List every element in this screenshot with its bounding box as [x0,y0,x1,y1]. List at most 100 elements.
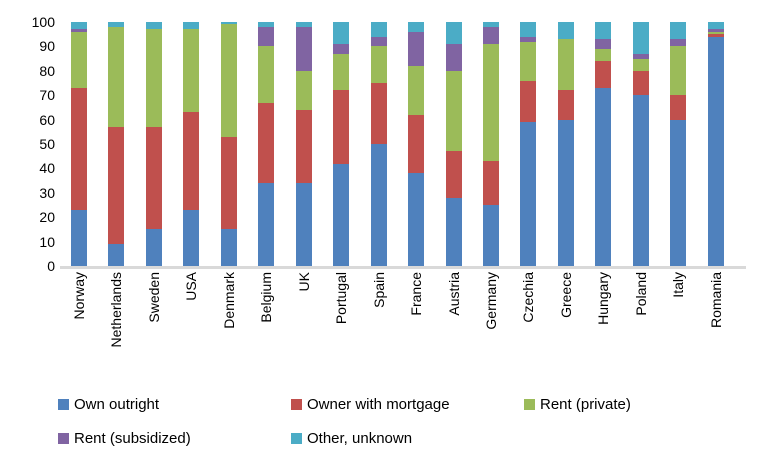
bar-segment-rent-subsidized-czechia [520,36,537,42]
y-tick-label: 70 [39,87,55,104]
legend-marker-rent-subsidized [58,433,69,444]
bar-segment-rent-private-usa [183,29,200,113]
legend-label: Rent (subsidized) [74,430,191,447]
bar-segment-own-outright-france [408,173,425,266]
x-label-spain: Spain [370,272,387,308]
bar-segment-owner-with-mortgage-usa [183,112,200,210]
x-label-denmark: Denmark [220,272,237,329]
bar-segment-rent-subsidized-france [408,31,425,66]
legend-label: Own outright [74,396,160,413]
bar-segment-rent-private-greece [557,39,574,91]
bar-segment-other-unknown-netherlands [108,22,125,27]
legend-item-owner-with-mortgage: Owner with mortgage [291,396,524,417]
bar-segment-owner-with-mortgage-romania [707,34,724,37]
y-tick-label: 40 [39,160,55,177]
x-label-sweden: Sweden [145,272,162,323]
y-tick-label: 20 [39,209,55,226]
legend-item-own-outright: Own outright [58,396,291,417]
bar-segment-own-outright-belgium [258,183,275,266]
bar-segment-other-unknown-poland [632,22,649,54]
bar-segment-owner-with-mortgage-czechia [520,80,537,123]
bar-segment-rent-private-poland [632,58,649,71]
y-tick-label: 10 [39,233,55,250]
bar-segment-other-unknown-norway [71,22,87,30]
bar-segment-other-unknown-uk [295,22,312,27]
bar-segment-owner-with-mortgage-spain [370,83,387,144]
bar-segment-owner-with-mortgage-denmark [220,136,237,230]
bar-denmark [220,22,237,266]
bar-segment-other-unknown-spain [370,22,387,37]
bar-usa [183,22,200,266]
bar-segment-rent-private-germany [482,43,499,162]
bar-segment-rent-private-portugal [333,53,350,91]
legend: Own outright Owner with mortgage Rent (pri… [58,396,757,464]
legend-marker-owner-with-mortgage [291,399,302,410]
bar-segment-owner-with-mortgage-poland [632,70,649,96]
bar-segment-rent-private-spain [370,46,387,83]
legend-marker-other-unknown [291,433,302,444]
bar-segment-owner-with-mortgage-portugal [333,90,350,164]
bar-segment-rent-private-france [408,65,425,115]
bar-segment-rent-private-belgium [258,46,275,103]
bar-segment-rent-private-sweden [145,29,162,127]
bar-segment-other-unknown-czechia [520,22,537,37]
bar-greece [557,22,574,266]
bar-segment-rent-subsidized-italy [670,39,687,47]
bar-segment-owner-with-mortgage-greece [557,90,574,120]
bar-segment-owner-with-mortgage-france [408,114,425,174]
bar-segment-own-outright-norway [71,209,87,266]
bar-segment-own-outright-hungary [595,87,612,266]
bar-segment-rent-subsidized-belgium [258,26,275,47]
legend-marker-rent-private [524,399,535,410]
x-label-poland: Poland [632,272,649,316]
bar-netherlands [108,22,125,266]
bar-germany [482,22,499,266]
bar-segment-own-outright-greece [557,119,574,266]
bar-segment-other-unknown-denmark [220,22,237,25]
bar-romania [707,22,724,266]
legend-item-rent-subsidized: Rent (subsidized) [58,430,291,451]
bar-segment-own-outright-poland [632,95,649,266]
bar-segment-own-outright-germany [482,205,499,266]
legend-item-other-unknown: Other, unknown [291,430,524,451]
y-tick-label: 100 [31,14,55,30]
bar-belgium [258,22,275,266]
bar-segment-rent-subsidized-hungary [595,39,612,49]
bar-segment-other-unknown-belgium [258,22,275,27]
bar-segment-rent-private-italy [670,46,687,96]
bar-segment-own-outright-uk [295,183,312,266]
bar-segment-owner-with-mortgage-austria [445,151,462,198]
bar-segment-rent-private-netherlands [108,26,125,127]
x-label-netherlands: Netherlands [108,272,125,348]
bar-segment-other-unknown-hungary [595,22,612,40]
bar-segment-owner-with-mortgage-belgium [258,102,275,184]
y-tick-label: 60 [39,111,55,128]
x-label-usa: USA [183,272,200,301]
bar-austria [445,22,462,266]
x-label-greece: Greece [557,272,574,318]
y-tick-label: 30 [39,184,55,201]
bar-segment-rent-subsidized-norway [71,29,87,32]
x-label-italy: Italy [670,272,687,298]
bar-segment-other-unknown-portugal [333,22,350,44]
bar-segment-other-unknown-usa [183,22,200,30]
bar-segment-rent-private-czechia [520,41,537,81]
bar-sweden [145,22,162,266]
bar-segment-rent-subsidized-romania [707,29,724,32]
legend-label: Owner with mortgage [307,396,450,413]
bar-segment-own-outright-czechia [520,122,537,266]
x-axis-line [60,266,746,269]
bar-czechia [520,22,537,266]
bar-segment-other-unknown-romania [707,22,724,30]
bar-segment-rent-subsidized-germany [482,26,499,44]
bar-spain [370,22,387,266]
x-label-portugal: Portugal [333,272,350,325]
bar-segment-owner-with-mortgage-italy [670,95,687,120]
bar-segment-rent-private-uk [295,70,312,110]
bar-hungary [595,22,612,266]
x-label-austria: Austria [445,272,462,316]
bar-segment-owner-with-mortgage-hungary [595,61,612,88]
y-tick-label: 50 [39,136,55,152]
bar-segment-rent-private-austria [445,70,462,152]
